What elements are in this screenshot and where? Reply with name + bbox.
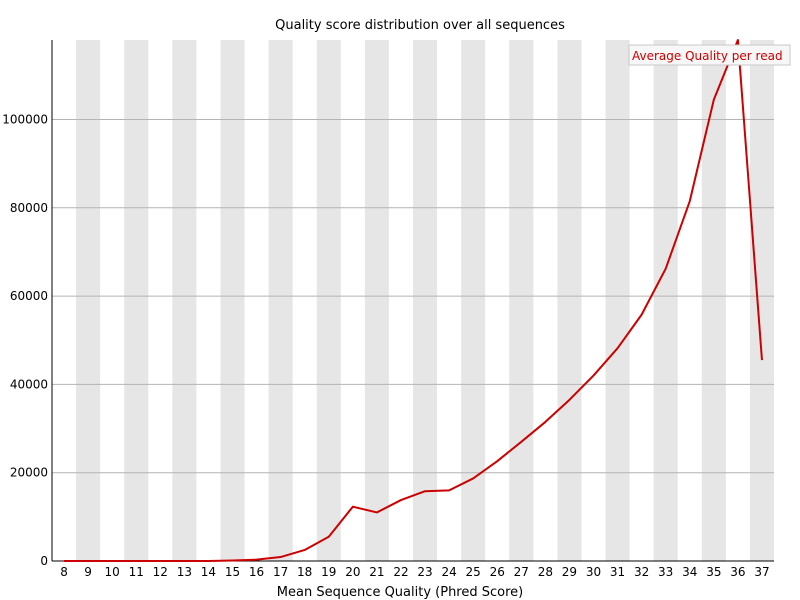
column-shading (76, 40, 774, 561)
x-tick-label: 33 (658, 565, 673, 579)
y-tick-label: 100000 (2, 112, 48, 126)
x-tick-label: 31 (610, 565, 625, 579)
x-tick-label: 35 (706, 565, 721, 579)
x-tick-label: 24 (441, 565, 456, 579)
x-tick-label: 22 (393, 565, 408, 579)
chart-title: Quality score distribution over all sequ… (275, 18, 565, 33)
x-tick-label: 25 (466, 565, 481, 579)
x-tick-label: 14 (201, 565, 216, 579)
x-tick-label: 36 (730, 565, 745, 579)
column-band (268, 40, 293, 561)
column-band (413, 40, 438, 561)
series-line-average-quality (64, 39, 763, 562)
y-tick-label: 80000 (10, 201, 48, 215)
x-tick-label: 9 (84, 565, 92, 579)
x-tick-label: 32 (634, 565, 649, 579)
x-tick-label: 11 (129, 565, 144, 579)
column-band (316, 40, 341, 561)
x-tick-label: 37 (754, 565, 769, 579)
column-band (557, 40, 582, 561)
x-tick-label: 28 (538, 565, 553, 579)
x-tick-label: 13 (177, 565, 192, 579)
column-band (653, 40, 678, 561)
x-tick-label: 17 (273, 565, 288, 579)
y-tick-label: 20000 (10, 466, 48, 480)
x-tick-label: 29 (562, 565, 577, 579)
x-tick-label: 18 (297, 565, 312, 579)
y-tick-label: 40000 (10, 377, 48, 391)
x-tick-label: 19 (321, 565, 336, 579)
x-tick-labels: 8 9 10 11 12 13 14 15 16 17 18 19 20 21 22 23 24 25 26 27 28… (60, 565, 769, 579)
y-tick-label: 60000 (10, 289, 48, 303)
x-tick-label: 15 (225, 565, 240, 579)
x-tick-label: 10 (105, 565, 120, 579)
x-tick-label: 20 (345, 565, 360, 579)
x-tick-label: 30 (586, 565, 601, 579)
x-tick-label: 34 (682, 565, 697, 579)
column-band (749, 40, 774, 561)
x-tick-label: 8 (60, 565, 68, 579)
column-band (509, 40, 534, 561)
x-tick-label: 26 (490, 565, 505, 579)
horizontal-gridlines (52, 118, 774, 474)
y-tick-labels: 0 20000 40000 60000 80000 100000 (2, 112, 48, 568)
legend-box (628, 44, 791, 66)
column-band (364, 40, 389, 561)
series-lines (64, 39, 763, 562)
x-tick-label: 23 (417, 565, 432, 579)
x-tick-label: 21 (369, 565, 384, 579)
column-band (124, 40, 149, 561)
x-tick-label: 12 (153, 565, 168, 579)
y-tick-label: 0 (40, 554, 48, 568)
column-band (461, 40, 486, 561)
column-band (605, 40, 630, 561)
x-axis-label: Mean Sequence Quality (Phred Score) (277, 585, 523, 600)
x-tick-label: 16 (249, 565, 264, 579)
x-tick-label: 27 (514, 565, 529, 579)
legend: Average Quality per read (628, 44, 791, 66)
column-band (172, 40, 197, 561)
column-band (76, 40, 101, 561)
column-band (701, 40, 726, 561)
legend-entry-average-quality: Average Quality per read (632, 49, 783, 63)
column-band (220, 40, 245, 561)
